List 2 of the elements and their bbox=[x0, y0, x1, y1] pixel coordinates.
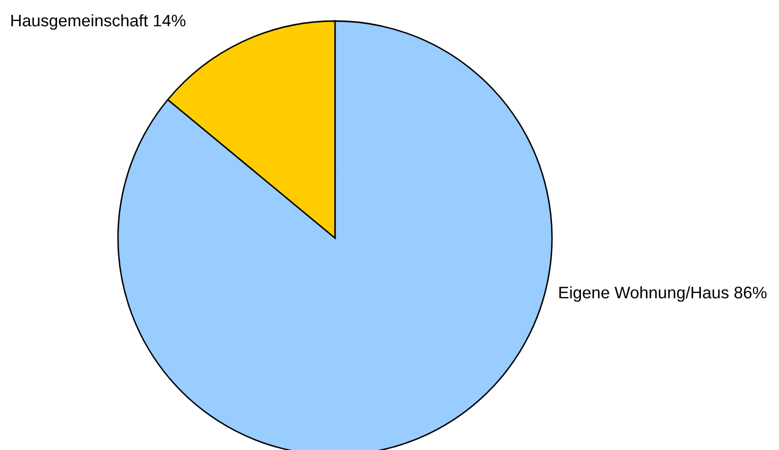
slice-label: Eigene Wohnung/Haus 86% bbox=[559, 286, 767, 302]
slice-label: Hausgemeinschaft 14% bbox=[11, 14, 186, 30]
